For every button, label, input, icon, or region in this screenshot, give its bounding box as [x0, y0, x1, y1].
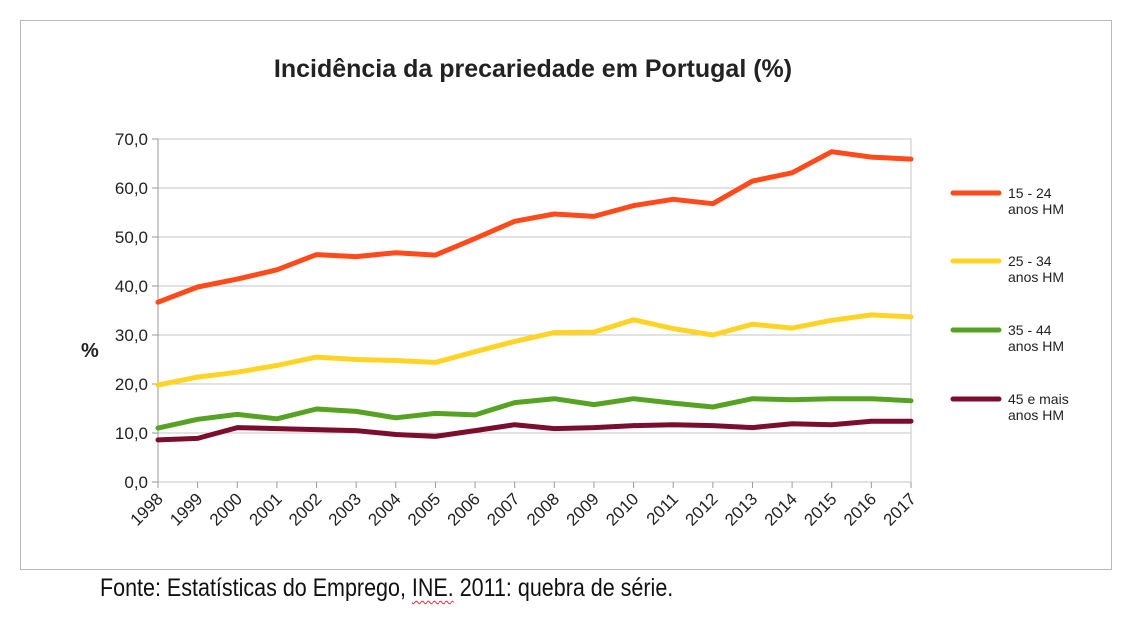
x-tick-label: 2002	[285, 489, 325, 529]
legend-label-line2: anos HM	[1008, 407, 1064, 423]
x-tick-label: 2016	[840, 489, 880, 529]
x-tick-label: 2005	[404, 489, 444, 529]
chart-frame: Incidência da precariedade em Portugal (…	[20, 20, 1112, 570]
series-line-4	[155, 418, 914, 443]
y-axis-label: %	[81, 340, 99, 362]
legend-label-line1: 25 - 34	[1008, 253, 1052, 269]
x-tick-label: 2010	[602, 489, 642, 529]
y-tick-label: 10,0	[115, 424, 148, 443]
source-suffix: 2011: quebra de série.	[453, 574, 674, 602]
x-tick-label: 2013	[721, 489, 761, 529]
y-tick-label: 50,0	[115, 228, 148, 247]
x-tick-label: 1999	[166, 489, 206, 529]
x-tick-label: 2008	[523, 489, 563, 529]
chart-title: Incidência da precariedade em Portugal (…	[274, 55, 792, 83]
x-tick-label: 2006	[444, 489, 484, 529]
x-tick-label: 2014	[761, 489, 801, 529]
x-tick-label: 2015	[800, 489, 840, 529]
series-line-1	[155, 149, 914, 305]
x-tick-label: 2011	[643, 489, 682, 528]
y-tick-label: 40,0	[115, 277, 148, 296]
x-tick-label: 2009	[563, 489, 603, 529]
y-tick-label: 30,0	[115, 326, 148, 345]
y-tick-label: 70,0	[115, 130, 148, 149]
legend-label-line2: anos HM	[1008, 338, 1064, 354]
y-tick-label: 20,0	[115, 375, 148, 394]
x-tick-label: 1998	[127, 489, 167, 529]
line-chart: Incidência da precariedade em Portugal (…	[81, 55, 1069, 530]
source-ine: INE.	[411, 574, 454, 602]
series-line-3	[155, 396, 914, 431]
legend-label-line2: anos HM	[1008, 269, 1064, 285]
legend-label-line1: 15 - 24	[1008, 185, 1052, 201]
legend-label-line2: anos HM	[1008, 201, 1064, 217]
x-tick-label: 2004	[364, 489, 404, 529]
x-tick-label: 2003	[325, 489, 365, 529]
legend-label-line1: 35 - 44	[1008, 322, 1052, 338]
x-tick-label: 2017	[880, 489, 920, 529]
legend-label-line1: 45 e mais	[1008, 391, 1069, 407]
x-tick-label: 2012	[681, 489, 721, 529]
y-tick-label: 60,0	[115, 179, 148, 198]
x-tick-label: 2007	[483, 489, 523, 529]
source-prefix: Fonte: Estatísticas do Emprego,	[100, 574, 412, 602]
series-line-2	[155, 312, 914, 388]
x-tick-label: 2001	[246, 489, 286, 529]
y-tick-label: 0,0	[124, 473, 148, 492]
x-tick-label: 2000	[206, 489, 246, 529]
source-note: Fonte: Estatísticas do Emprego, INE. 201…	[100, 574, 673, 603]
